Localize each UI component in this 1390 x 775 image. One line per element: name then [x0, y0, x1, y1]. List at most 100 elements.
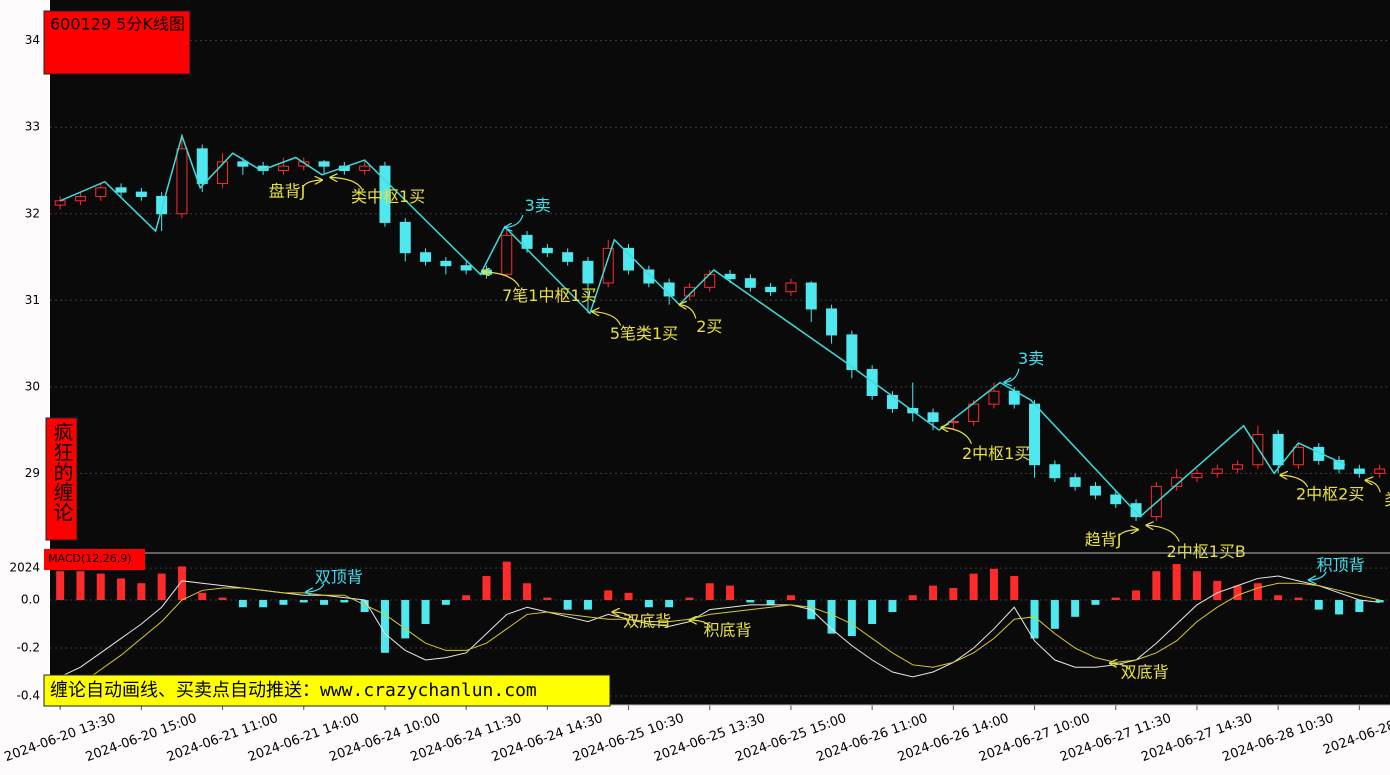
candle-body — [277, 165, 289, 171]
y-tick-label: 2024 — [9, 561, 40, 575]
macd-bar — [76, 571, 85, 601]
candle-body — [74, 195, 86, 202]
annotation: 双底背 — [1121, 663, 1169, 682]
annotation: 双底背 — [623, 612, 671, 631]
annotation-arrow — [1365, 480, 1381, 493]
macd-bar — [827, 600, 836, 634]
macd-bar — [989, 568, 998, 601]
macd-bar — [1010, 576, 1019, 601]
candle-body — [765, 286, 777, 293]
annotation-arrow — [1309, 571, 1327, 580]
annotation-arrow — [482, 272, 520, 288]
candle-body — [541, 247, 553, 254]
macd-bar — [1071, 600, 1080, 617]
annotation: 3卖 — [1018, 349, 1044, 368]
candle-body — [947, 420, 959, 423]
macd-bar — [502, 561, 511, 601]
annotation-arrow — [679, 305, 697, 319]
side-label-box — [45, 417, 78, 541]
annotation: 盘背J — [269, 182, 306, 201]
annotation: 3卖 — [525, 196, 551, 215]
annotation: 7笔1中枢1买 — [502, 286, 597, 305]
candle-body — [744, 278, 756, 288]
macd-bar — [766, 600, 775, 605]
candle-body — [420, 252, 432, 262]
annotation-arrow — [941, 428, 972, 444]
banner: 缠论自动画线、买卖点自动推送：www.crazychanlun.com — [50, 680, 537, 701]
annotation-arrow — [306, 583, 325, 592]
macd-bar — [1030, 600, 1039, 639]
annotation: 类 — [1384, 490, 1390, 509]
macd-bar — [360, 600, 369, 613]
candle-body — [1292, 446, 1304, 466]
candle-body — [399, 221, 411, 254]
annotation-arrow — [1280, 475, 1309, 488]
candle-body — [1049, 464, 1061, 479]
candle-body — [501, 234, 513, 275]
candle-body — [1252, 433, 1264, 466]
macd-bar — [259, 600, 268, 608]
candle-body — [1171, 477, 1183, 487]
macd-bar — [523, 583, 532, 601]
candle-body — [1374, 468, 1386, 474]
annotation-arrow — [1004, 368, 1020, 383]
candle-body — [115, 187, 127, 193]
candle-body — [54, 200, 66, 206]
macd-bar — [929, 585, 938, 601]
candle-body — [1353, 468, 1365, 474]
macd-bar — [726, 585, 735, 601]
annotation-arrow — [330, 177, 363, 190]
candle-body — [440, 260, 452, 267]
macd-line — [59, 582, 1380, 697]
macd-title: MACD(12,26,9) — [48, 552, 132, 565]
macd-bar — [462, 595, 471, 601]
candle-body — [176, 148, 188, 215]
annotation: 2中枢1买 — [962, 444, 1030, 463]
macd-bar — [441, 600, 450, 605]
candle-body — [623, 247, 635, 271]
title-box — [43, 10, 191, 75]
annotation-arrow — [592, 312, 622, 326]
macd-bar — [117, 578, 126, 601]
macd-bar — [56, 571, 65, 601]
annotation: 双顶背 — [315, 568, 363, 587]
macd-bar — [238, 600, 247, 608]
price-panel — [50, 0, 1390, 553]
annotation-arrow — [1118, 530, 1138, 537]
macd-bar — [847, 600, 856, 637]
candle-body — [1089, 485, 1101, 496]
candle-body — [968, 403, 980, 422]
macd-bar — [1274, 595, 1283, 601]
candle-body — [1110, 494, 1122, 505]
candle-body — [359, 165, 371, 171]
candle-body — [988, 390, 1000, 405]
macd-bar — [218, 597, 227, 601]
candle-body — [379, 165, 391, 223]
macd-bar — [157, 573, 166, 601]
y-tick-label: 30 — [25, 379, 40, 393]
macd-bar — [1172, 564, 1181, 601]
annotation: 趋背J — [1085, 530, 1122, 549]
candle-body — [1069, 477, 1081, 487]
y-tick-label: 32 — [25, 206, 40, 220]
macd-bar — [908, 595, 917, 601]
annotation: 5笔类1买 — [610, 324, 678, 343]
candle-body — [683, 286, 695, 297]
candle-body — [846, 334, 858, 371]
candle-body — [785, 282, 797, 293]
candle-body — [927, 412, 939, 422]
macd-bar — [1091, 600, 1100, 605]
annotation-arrow — [505, 214, 524, 228]
macd-bar — [604, 590, 613, 601]
candle-body — [724, 273, 736, 280]
y-tick-label: 0.0 — [21, 593, 40, 607]
candle-body — [1029, 403, 1041, 466]
candle-body — [156, 195, 168, 215]
annotation: 2买 — [696, 317, 722, 336]
macd-bar — [482, 576, 491, 601]
annotation-arrow — [1146, 525, 1180, 542]
macd-bar — [786, 595, 795, 601]
macd-bar — [279, 600, 288, 605]
macd-bar — [624, 592, 633, 601]
